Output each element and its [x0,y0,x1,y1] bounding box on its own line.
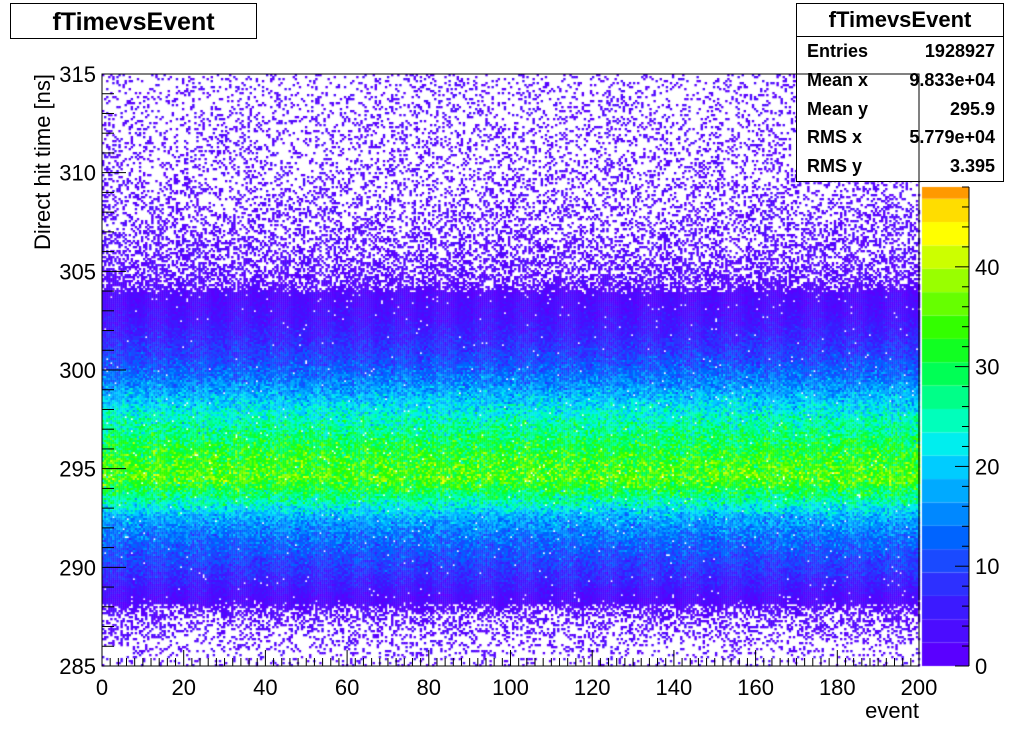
stats-value: 1928927 [924,41,995,61]
stats-row-rms-x: RMS x 5.779e+04 [797,123,1003,152]
histogram-title-text: fTimevsEvent [52,8,215,36]
stats-row-mean-x: Mean x 9.833e+04 [797,66,1003,95]
statistics-box: fTimevsEvent Entries 1928927 Mean x 9.83… [796,3,1004,182]
stats-label: Mean y [807,98,869,119]
stats-title: fTimevsEvent [797,4,1003,37]
stats-label: Entries [807,41,869,61]
stats-value: 5.779e+04 [909,127,995,148]
stats-row-mean-y: Mean y 295.9 [797,95,1003,124]
stats-value: 295.9 [949,98,995,119]
stats-value: 9.833e+04 [909,69,995,90]
stats-value: 3.395 [949,156,995,177]
stats-label: RMS x [807,127,863,148]
stats-label: Mean x [807,69,869,90]
stats-label: RMS y [807,156,863,177]
stats-row-entries: Entries 1928927 [797,37,1003,66]
histogram-title: fTimevsEvent [10,3,257,39]
stats-row-rms-y: RMS y 3.395 [797,152,1003,181]
